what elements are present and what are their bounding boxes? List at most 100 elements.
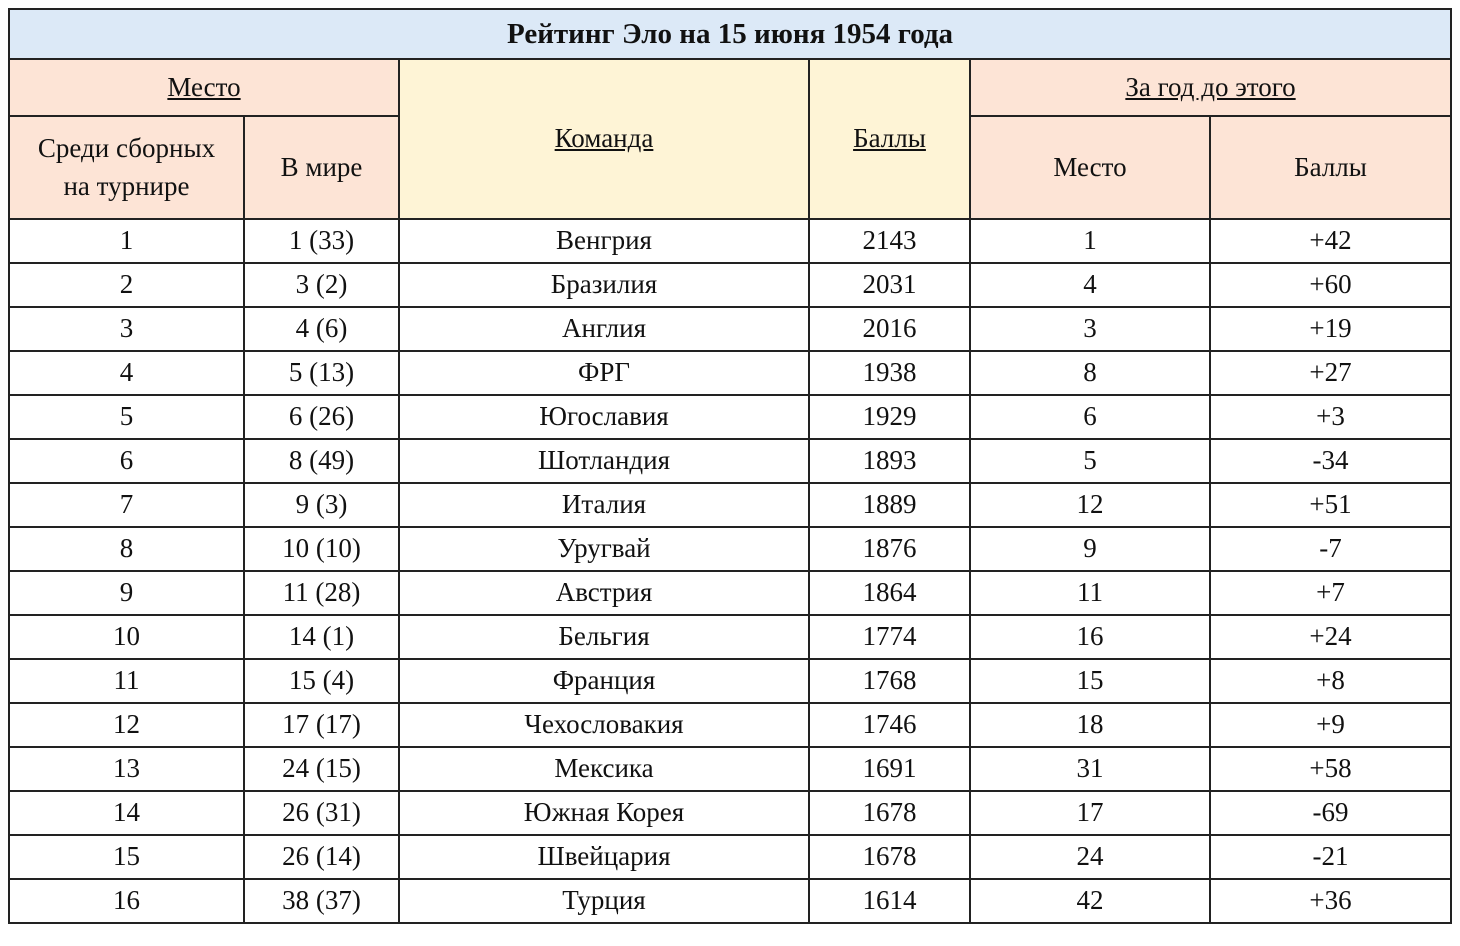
place-group-header: Место <box>8 58 400 117</box>
cell-points: 1678 <box>808 790 971 836</box>
cell-place-world: 26 (31) <box>243 790 400 836</box>
cell-points-change: +9 <box>1208 702 1453 748</box>
prev-year-group-header: За год до этого <box>968 58 1453 117</box>
cell-prev-place: 15 <box>969 658 1211 704</box>
cell-prev-place: 8 <box>969 350 1211 396</box>
cell-prev-place: 31 <box>969 746 1211 792</box>
cell-points: 1614 <box>808 878 971 924</box>
cell-points-change: -69 <box>1208 790 1453 836</box>
cell-prev-place: 1 <box>969 218 1211 264</box>
table-row: 16 38 (37) Турция 1614 42 +36 <box>8 878 1453 924</box>
table-row: 9 11 (28) Австрия 1864 11 +7 <box>8 570 1453 616</box>
cell-team: Турция <box>398 878 810 924</box>
cell-points-change: +58 <box>1208 746 1453 792</box>
cell-points: 1929 <box>808 394 971 440</box>
points-header: Баллы <box>808 58 971 220</box>
cell-points: 1938 <box>808 350 971 396</box>
cell-place-tournament: 4 <box>8 350 245 396</box>
cell-team: Бельгия <box>398 614 810 660</box>
cell-place-world: 10 (10) <box>243 526 400 572</box>
cell-points: 1889 <box>808 482 971 528</box>
table-row: 14 26 (31) Южная Корея 1678 17 -69 <box>8 790 1453 836</box>
cell-place-world: 24 (15) <box>243 746 400 792</box>
cell-points-change: -21 <box>1208 834 1453 880</box>
prev-year-group-label[interactable]: За год до этого <box>1125 71 1296 102</box>
cell-points-change: +60 <box>1208 262 1453 308</box>
elo-rating-table: Рейтинг Эло на 15 июня 1954 года Место К… <box>7 8 1453 924</box>
cell-team: Швейцария <box>398 834 810 880</box>
cell-place-tournament: 5 <box>8 394 245 440</box>
cell-place-world: 26 (14) <box>243 834 400 880</box>
table-title: Рейтинг Эло на 15 июня 1954 года <box>7 8 1453 60</box>
cell-team: Мексика <box>398 746 810 792</box>
cell-place-world: 4 (6) <box>243 306 400 352</box>
points-header-label[interactable]: Баллы <box>853 123 926 154</box>
cell-place-world: 11 (28) <box>243 570 400 616</box>
cell-points-change: +42 <box>1208 218 1453 264</box>
cell-points: 2016 <box>808 306 971 352</box>
cell-place-tournament: 2 <box>8 262 245 308</box>
cell-prev-place: 3 <box>969 306 1211 352</box>
cell-points: 1876 <box>808 526 971 572</box>
place-world-header: В мире <box>243 115 400 220</box>
cell-place-tournament: 1 <box>8 218 245 264</box>
cell-prev-place: 24 <box>969 834 1211 880</box>
prev-points-header: Баллы <box>1208 115 1453 220</box>
cell-points: 1746 <box>808 702 971 748</box>
table-row: 12 17 (17) Чехословакия 1746 18 +9 <box>8 702 1453 748</box>
place-group-label[interactable]: Место <box>167 71 241 102</box>
table-row: 10 14 (1) Бельгия 1774 16 +24 <box>8 614 1453 660</box>
cell-prev-place: 18 <box>969 702 1211 748</box>
cell-place-world: 38 (37) <box>243 878 400 924</box>
cell-points: 2143 <box>808 218 971 264</box>
cell-points-change: -7 <box>1208 526 1453 572</box>
cell-prev-place: 6 <box>969 394 1211 440</box>
cell-points-change: +27 <box>1208 350 1453 396</box>
cell-place-tournament: 10 <box>8 614 245 660</box>
cell-prev-place: 11 <box>969 570 1211 616</box>
cell-team: Австрия <box>398 570 810 616</box>
cell-points-change: +8 <box>1208 658 1453 704</box>
place-tournament-header: Среди сборных на турнире <box>8 115 245 220</box>
cell-team: ФРГ <box>398 350 810 396</box>
cell-team: Югославия <box>398 394 810 440</box>
cell-points: 1774 <box>808 614 971 660</box>
cell-prev-place: 16 <box>969 614 1211 660</box>
cell-points-change: +19 <box>1208 306 1453 352</box>
team-header-label[interactable]: Команда <box>554 123 654 154</box>
cell-team: Англия <box>398 306 810 352</box>
cell-place-tournament: 12 <box>8 702 245 748</box>
cell-team: Венгрия <box>398 218 810 264</box>
cell-place-world: 5 (13) <box>243 350 400 396</box>
cell-place-tournament: 3 <box>8 306 245 352</box>
cell-place-world: 8 (49) <box>243 438 400 484</box>
cell-points-change: +24 <box>1208 614 1453 660</box>
cell-place-tournament: 6 <box>8 438 245 484</box>
team-header: Команда <box>398 58 810 220</box>
cell-points: 1893 <box>808 438 971 484</box>
prev-place-header: Место <box>969 115 1211 220</box>
table-row: 8 10 (10) Уругвай 1876 9 -7 <box>8 526 1453 572</box>
cell-place-tournament: 8 <box>8 526 245 572</box>
cell-points-change: +3 <box>1208 394 1453 440</box>
cell-team: Чехословакия <box>398 702 810 748</box>
cell-place-tournament: 13 <box>8 746 245 792</box>
cell-team: Италия <box>398 482 810 528</box>
cell-prev-place: 17 <box>969 790 1211 836</box>
cell-team: Бразилия <box>398 262 810 308</box>
cell-team: Шотландия <box>398 438 810 484</box>
cell-prev-place: 42 <box>969 878 1211 924</box>
cell-place-tournament: 15 <box>8 834 245 880</box>
cell-place-tournament: 11 <box>8 658 245 704</box>
cell-prev-place: 4 <box>969 262 1211 308</box>
cell-points-change: +51 <box>1208 482 1453 528</box>
table-row: 13 24 (15) Мексика 1691 31 +58 <box>8 746 1453 792</box>
cell-place-world: 14 (1) <box>243 614 400 660</box>
